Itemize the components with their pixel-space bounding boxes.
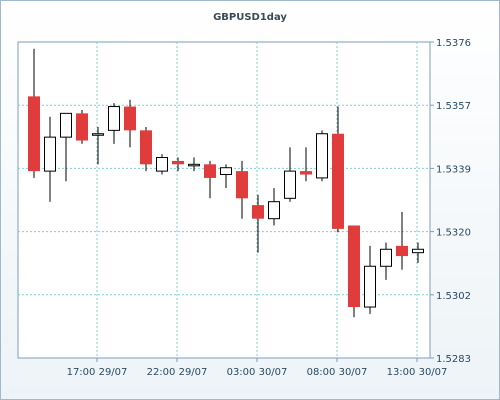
chart-title: GBPUSD1day (213, 12, 287, 23)
candle (204, 160, 216, 199)
candle-body-up (380, 248, 392, 267)
candle (364, 245, 376, 314)
candle (220, 164, 232, 189)
candle (188, 157, 200, 172)
candle-body-up (268, 201, 280, 220)
candle (268, 188, 280, 226)
candle-body-up (412, 248, 424, 254)
y-tick-label: 1.5339 (436, 164, 471, 175)
candle-body-up (284, 170, 296, 199)
candle-body-down (252, 205, 264, 219)
candle (28, 48, 40, 178)
candle-body-up (60, 112, 72, 138)
candle (236, 160, 248, 219)
candle-body-down (332, 133, 344, 229)
candle-body-up (220, 167, 232, 176)
candle (412, 242, 424, 263)
candle (252, 194, 264, 253)
plot-area (17, 41, 431, 359)
candle-body-up (108, 106, 120, 131)
candle (108, 103, 120, 144)
candle-body-down (236, 171, 248, 199)
candle (316, 130, 328, 182)
x-tick-label: 08:00 30/07 (307, 367, 368, 378)
candle (76, 109, 88, 144)
y-tick-label: 1.5357 (436, 101, 471, 112)
candles (28, 48, 424, 318)
candle (348, 225, 360, 318)
candle-body-down (76, 113, 88, 141)
candle (140, 126, 152, 172)
candle (124, 99, 136, 148)
x-tick-label: 13:00 30/07 (387, 367, 448, 378)
candle-body-down (348, 225, 360, 308)
candle-body-up (44, 136, 56, 172)
candle-body-down (28, 96, 40, 172)
candle (172, 157, 184, 172)
candle (332, 106, 344, 233)
candle-body-down (172, 160, 184, 165)
x-tick-label: 03:00 30/07 (227, 367, 288, 378)
candle (44, 116, 56, 202)
x-tick-label: 17:00 29/07 (67, 367, 128, 378)
candle-body-up (188, 163, 200, 167)
candle (380, 242, 392, 280)
candle-body-up (364, 265, 376, 308)
candle (284, 147, 296, 202)
candle (156, 154, 168, 175)
candle-body-down (140, 130, 152, 165)
y-tick-label: 1.5320 (436, 228, 471, 239)
y-axis: 1.5376 1.5357 1.5339 1.5320 1.5302 1.5283 (430, 38, 471, 365)
candle-body-up (156, 157, 168, 172)
candle-body-down (300, 171, 312, 175)
y-tick-label: 1.5302 (436, 291, 471, 302)
y-tick-label: 1.5376 (436, 38, 471, 49)
candle (60, 112, 72, 182)
candle-body-down (396, 245, 408, 257)
candle-body-up (92, 133, 104, 136)
candle-body-up (316, 133, 328, 179)
candle (300, 147, 312, 182)
candle (396, 211, 408, 270)
candle (92, 126, 104, 165)
x-axis: 17:00 29/07 22:00 29/07 03:00 30/07 08:00 3… (67, 358, 448, 378)
y-tick-label: 1.5283 (436, 354, 471, 365)
x-tick-label: 22:00 29/07 (147, 367, 208, 378)
candle-body-down (204, 164, 216, 178)
candle-body-down (124, 106, 136, 131)
